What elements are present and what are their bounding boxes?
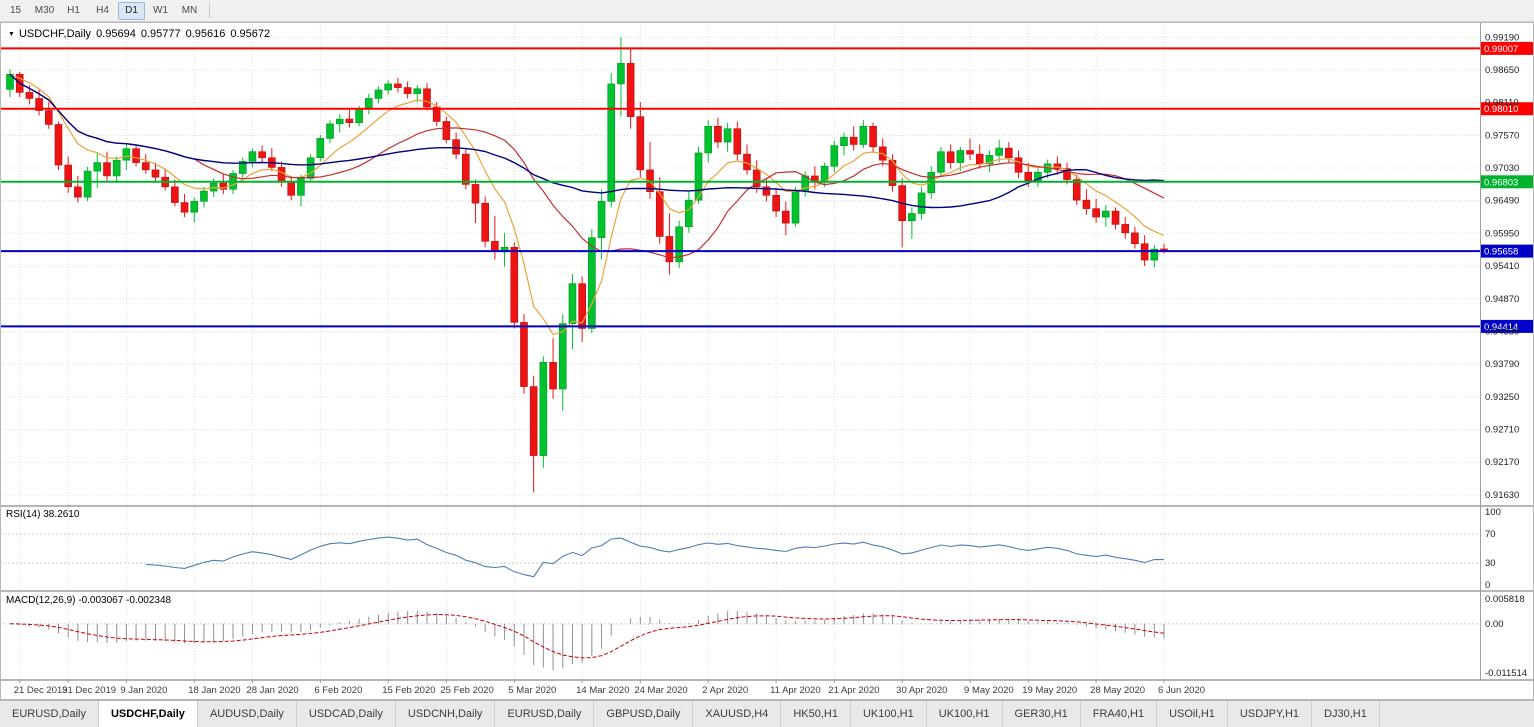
svg-text:0.97030: 0.97030 bbox=[1485, 163, 1519, 174]
tab-xauusd-h4[interactable]: XAUUSD,H4 bbox=[693, 701, 782, 727]
timeframe-button-m30[interactable]: M30 bbox=[34, 5, 55, 16]
svg-text:0.97570: 0.97570 bbox=[1485, 130, 1519, 141]
svg-text:0.95950: 0.95950 bbox=[1485, 228, 1519, 239]
svg-text:0.98110: 0.98110 bbox=[1485, 98, 1519, 109]
svg-text:0.00: 0.00 bbox=[1485, 619, 1504, 630]
svg-text:21 Dec 2019: 21 Dec 2019 bbox=[14, 685, 68, 696]
svg-text:0.98650: 0.98650 bbox=[1485, 65, 1519, 76]
timeframe-button-w1[interactable]: W1 bbox=[153, 5, 168, 16]
tab-usoil-h1[interactable]: USOil,H1 bbox=[1157, 701, 1228, 727]
timeframe-button-d1[interactable]: D1 bbox=[118, 1, 145, 20]
svg-text:0.93250: 0.93250 bbox=[1485, 392, 1519, 403]
svg-text:0.96803: 0.96803 bbox=[1484, 177, 1518, 188]
svg-text:2 Apr 2020: 2 Apr 2020 bbox=[702, 685, 748, 696]
tab-usdcnh-daily[interactable]: USDCNH,Daily bbox=[395, 701, 496, 727]
svg-text:25 Feb 2020: 25 Feb 2020 bbox=[440, 685, 493, 696]
tab-gbpusd-daily[interactable]: GBPUSD,Daily bbox=[594, 701, 694, 727]
svg-text:9 Jan 2020: 9 Jan 2020 bbox=[120, 685, 167, 696]
price-level-badge bbox=[1480, 102, 1534, 116]
tab-usdjpy-h1[interactable]: USDJPY,H1 bbox=[1227, 701, 1313, 727]
svg-text:31 Dec 2019: 31 Dec 2019 bbox=[62, 685, 116, 696]
macd-signal-line bbox=[9, 613, 1165, 659]
svg-text:0.96490: 0.96490 bbox=[1485, 196, 1519, 207]
svg-text:28 Jan 2020: 28 Jan 2020 bbox=[246, 685, 298, 696]
svg-text:5 Mar 2020: 5 Mar 2020 bbox=[508, 685, 556, 696]
svg-text:0.99007: 0.99007 bbox=[1484, 44, 1518, 55]
tab-fra40-h1[interactable]: FRA40,H1 bbox=[1080, 701, 1158, 727]
svg-text:0.94870: 0.94870 bbox=[1485, 294, 1519, 305]
svg-text:0.98010: 0.98010 bbox=[1484, 104, 1518, 115]
tab-hk50-h1[interactable]: HK50,H1 bbox=[781, 701, 851, 727]
svg-text:0.95658: 0.95658 bbox=[1484, 247, 1518, 258]
rsi-line bbox=[145, 536, 1165, 578]
moving-averages-layer bbox=[9, 73, 1165, 336]
svg-text:0.92170: 0.92170 bbox=[1485, 457, 1519, 468]
svg-text:6 Jun 2020: 6 Jun 2020 bbox=[1158, 685, 1205, 696]
tab-audusd-daily[interactable]: AUDUSD,Daily bbox=[197, 701, 297, 727]
svg-text:0.92710: 0.92710 bbox=[1485, 425, 1519, 436]
timeframe-button-h4[interactable]: H4 bbox=[96, 5, 109, 16]
svg-text:0.95410: 0.95410 bbox=[1485, 261, 1519, 272]
timeframe-button-h1[interactable]: H1 bbox=[67, 5, 80, 16]
svg-text:14 Mar 2020: 14 Mar 2020 bbox=[576, 685, 629, 696]
svg-text:15 Feb 2020: 15 Feb 2020 bbox=[382, 685, 435, 696]
svg-text:0.93790: 0.93790 bbox=[1485, 359, 1519, 370]
price-axis[interactable]: 0.99190 0.98650 0.98110 0.97570 0.97030 0.964… bbox=[1485, 32, 1519, 501]
svg-text:100: 100 bbox=[1485, 507, 1501, 518]
timeframe-button-15[interactable]: 15 bbox=[9, 5, 22, 16]
toolbar-separator bbox=[209, 3, 210, 18]
price-level-badge bbox=[1480, 41, 1534, 55]
tab-ger30-h1[interactable]: GER30,H1 bbox=[1002, 701, 1081, 727]
svg-text:18 Jan 2020: 18 Jan 2020 bbox=[188, 685, 240, 696]
tab-uk100-h1[interactable]: UK100,H1 bbox=[850, 701, 927, 727]
svg-text:0.005818: 0.005818 bbox=[1485, 594, 1525, 605]
ma-slow-line bbox=[9, 73, 1165, 209]
svg-text:0.91630: 0.91630 bbox=[1485, 490, 1519, 501]
price-level-badge bbox=[1480, 319, 1534, 333]
price-chart-canvas[interactable]: 0.99007 0.98010 0.96803 0.95658 0.94414 100 70… bbox=[0, 22, 1534, 700]
tab-uk100-h1[interactable]: UK100,H1 bbox=[926, 701, 1003, 727]
tab-eurusd-daily[interactable]: EURUSD,Daily bbox=[495, 701, 595, 727]
svg-text:21 Apr 2020: 21 Apr 2020 bbox=[828, 685, 879, 696]
svg-text:0.94414: 0.94414 bbox=[1484, 322, 1518, 333]
chart-tab-bar: EURUSD,Daily USDCHF,Daily AUDUSD,Daily USDC… bbox=[0, 700, 1534, 727]
tab-usdcad-daily[interactable]: USDCAD,Daily bbox=[296, 701, 396, 727]
svg-text:-0.011514: -0.011514 bbox=[1485, 668, 1527, 679]
tab-dj30-h1[interactable]: DJ30,H1 bbox=[1312, 701, 1380, 727]
svg-text:0.99190: 0.99190 bbox=[1485, 32, 1519, 43]
price-level-badge bbox=[1480, 175, 1534, 189]
chart-window: 0.99007 0.98010 0.96803 0.95658 0.94414 100 70… bbox=[0, 22, 1534, 700]
svg-text:19 May 2020: 19 May 2020 bbox=[1022, 685, 1077, 696]
svg-text:9 May 2020: 9 May 2020 bbox=[964, 685, 1014, 696]
ma-fast-line bbox=[9, 73, 1165, 336]
svg-text:24 Mar 2020: 24 Mar 2020 bbox=[634, 685, 687, 696]
svg-text:28 May 2020: 28 May 2020 bbox=[1090, 685, 1145, 696]
svg-text:11 Apr 2020: 11 Apr 2020 bbox=[770, 685, 821, 696]
price-level-badge bbox=[1480, 244, 1534, 258]
indicator-panes-layer: 100 70 30 0 0.005818 0.00 -0.011514 bbox=[0, 507, 1527, 679]
svg-text:6 Feb 2020: 6 Feb 2020 bbox=[314, 685, 362, 696]
timeframe-button-mn[interactable]: MN bbox=[181, 5, 198, 16]
tab-usdchf-daily[interactable]: USDCHF,Daily bbox=[98, 701, 198, 727]
svg-text:70: 70 bbox=[1485, 529, 1496, 540]
grid-layer bbox=[0, 24, 1480, 680]
candles-layer bbox=[6, 37, 1168, 493]
svg-text:30: 30 bbox=[1485, 558, 1496, 569]
timeframe-toolbar: 15 M30 H1 H4 D1 W1 MN bbox=[0, 0, 1534, 22]
horizontal-levels-layer: 0.99007 0.98010 0.96803 0.95658 0.94414 bbox=[0, 41, 1534, 333]
svg-text:0.94330: 0.94330 bbox=[1485, 326, 1519, 337]
svg-text:30 Apr 2020: 30 Apr 2020 bbox=[896, 685, 947, 696]
svg-text:0: 0 bbox=[1485, 580, 1490, 591]
tab-eurusd-daily[interactable]: EURUSD,Daily bbox=[0, 701, 99, 727]
ma-mid-line bbox=[9, 73, 1165, 259]
